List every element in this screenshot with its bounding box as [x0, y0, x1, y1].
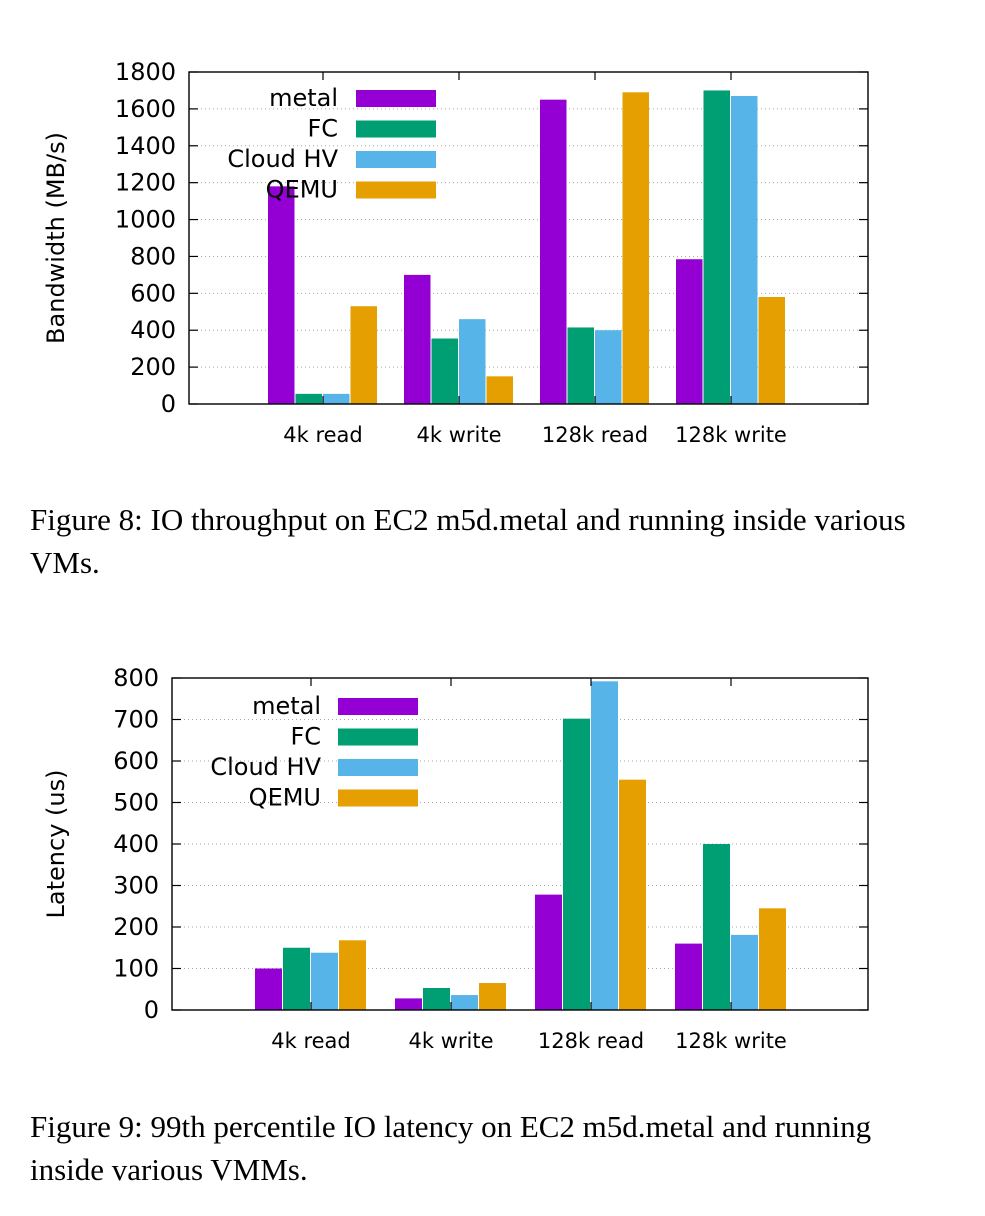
bar-cloud-hv — [591, 681, 618, 1010]
x-tick-label: 128k write — [675, 1029, 787, 1053]
plot-frame — [171, 677, 869, 1011]
bar-qemu — [339, 940, 366, 1010]
figure-8-chart: 4k read 4k write 128k read 128k write 0 200 40… — [0, 48, 985, 458]
legend-label: metal — [269, 84, 338, 112]
x-tick-label: 4k read — [283, 423, 363, 447]
bar-qemu — [622, 92, 649, 405]
y-tick-label: 700 — [113, 706, 159, 734]
bar-fc — [703, 844, 730, 1010]
legend-label: FC — [290, 723, 321, 751]
y-axis-label: Bandwidth (MB/s) — [42, 132, 70, 344]
y-tick-label: 1600 — [115, 95, 176, 123]
y-tick-label: 1800 — [115, 58, 176, 86]
bar-fc — [431, 338, 458, 404]
y-tick-label: 200 — [113, 913, 159, 941]
legend-swatch — [356, 151, 436, 168]
legend-swatch — [338, 789, 418, 807]
bar-fc — [563, 718, 590, 1010]
bar-metal — [395, 998, 422, 1010]
x-tick-label: 4k write — [417, 423, 502, 447]
y-tick-label: 100 — [113, 955, 159, 983]
y-tick-label: 600 — [113, 747, 159, 775]
legend-label: metal — [252, 692, 321, 720]
bar-cloud-hv — [731, 95, 758, 404]
legend-label: Cloud HV — [227, 145, 338, 173]
plot-frame — [188, 71, 869, 405]
legend-label: QEMU — [249, 784, 321, 812]
bar-fc — [283, 947, 310, 1010]
legend-label: QEMU — [266, 176, 338, 204]
bar-metal — [540, 99, 567, 404]
bar-fc — [567, 327, 594, 404]
legend-label: FC — [307, 115, 338, 143]
y-tick-label: 0 — [161, 390, 176, 418]
y-tick-label: 400 — [130, 316, 176, 344]
bar-qemu — [350, 306, 377, 404]
bandwidth-bar-chart: 4k read 4k write 128k read 128k write 0 200 40… — [42, 58, 869, 447]
bar-metal — [535, 894, 562, 1010]
legend-swatch — [356, 181, 436, 199]
x-tick-label: 4k read — [271, 1029, 351, 1053]
y-tick-label: 400 — [113, 830, 159, 858]
y-tick-label: 1200 — [115, 169, 176, 197]
bar-cloud-hv — [595, 330, 622, 404]
bar-metal — [255, 968, 282, 1010]
figure-9-caption: Figure 9: 99th percentile IO latency on … — [30, 1109, 872, 1187]
x-tick-label: 128k read — [538, 1029, 644, 1053]
legend-swatch — [338, 728, 418, 746]
bar-qemu — [758, 297, 785, 404]
bar-qemu — [486, 376, 513, 404]
legend-swatch — [338, 759, 418, 776]
bar-cloud-hv — [323, 393, 350, 404]
x-tick-label: 128k read — [542, 423, 648, 447]
bar-qemu — [479, 983, 506, 1010]
bar-cloud-hv — [311, 952, 338, 1010]
bar-cloud-hv — [451, 995, 478, 1010]
bar-cloud-hv — [459, 319, 486, 404]
latency-bar-chart: 4k read 4k write 128k read 128k write 0 100 20… — [42, 664, 869, 1053]
figure-8-caption: Figure 8: IO throughput on EC2 m5d.metal… — [30, 502, 906, 580]
legend-label: Cloud HV — [210, 753, 321, 781]
bar-metal — [268, 186, 295, 404]
legend-swatch — [338, 698, 418, 715]
y-tick-label: 300 — [113, 872, 159, 900]
bar-cloud-hv — [731, 934, 758, 1010]
y-tick-label: 500 — [113, 789, 159, 817]
bar-fc — [703, 90, 730, 404]
bar-fc — [295, 393, 322, 404]
figure-9-chart: 4k read 4k write 128k read 128k write 0 100 20… — [0, 660, 985, 1065]
bar-metal — [675, 943, 702, 1010]
bar-metal — [676, 259, 703, 404]
y-tick-label: 1400 — [115, 132, 176, 160]
y-tick-label: 0 — [144, 996, 159, 1024]
y-tick-label: 1000 — [115, 206, 176, 234]
bar-qemu — [619, 779, 646, 1010]
legend-swatch — [356, 90, 436, 107]
bar-fc — [423, 988, 450, 1010]
legend-swatch — [356, 120, 436, 138]
y-tick-label: 600 — [130, 279, 176, 307]
y-tick-label: 800 — [113, 664, 159, 692]
bar-qemu — [759, 908, 786, 1010]
bar-metal — [404, 274, 431, 404]
y-axis-label: Latency (us) — [42, 770, 70, 919]
x-tick-label: 128k write — [675, 423, 787, 447]
y-tick-label: 800 — [130, 242, 176, 270]
x-tick-label: 4k write — [409, 1029, 494, 1053]
y-tick-label: 200 — [130, 353, 176, 381]
